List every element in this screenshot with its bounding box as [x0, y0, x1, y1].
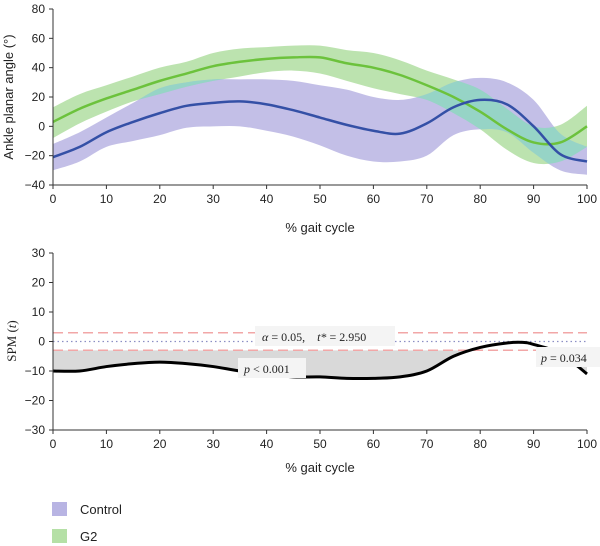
angle-x-tick-label: 0	[50, 192, 57, 206]
spm-x-tick-label: 90	[527, 437, 541, 451]
angle-x-tick-label: 90	[527, 192, 541, 206]
alpha-annotation-box	[255, 326, 395, 346]
spm-x-tick-label: 30	[207, 437, 221, 451]
spm-y-tick-label: 10	[32, 305, 46, 319]
spm-axes: 0 10 20 30 40 50 60 70 80 90 100 −30 −20 −10 0 10 20 30	[25, 246, 598, 451]
spm-x-tick-label: 70	[420, 437, 434, 451]
spm-y-tick-label: 0	[38, 335, 45, 349]
legend: Control G2	[52, 502, 122, 544]
spm-x-tick-label: 40	[260, 437, 274, 451]
suprathreshold-cluster	[53, 350, 587, 379]
angle-bands	[53, 45, 587, 175]
spm-y-tick-label: 30	[32, 246, 46, 260]
spm-x-tick-label: 10	[100, 437, 114, 451]
angle-x-tick-label: 30	[207, 192, 221, 206]
legend-swatch-control	[52, 502, 67, 516]
angle-x-tick-label: 50	[313, 192, 327, 206]
angle-y-tick-label: −40	[25, 178, 46, 192]
spm-x-tick-label: 50	[313, 437, 327, 451]
spm-curve	[52, 340, 588, 381]
spm-x-tick-label: 80	[474, 437, 488, 451]
angle-x-tick-label: 80	[474, 192, 488, 206]
angle-x-tick-label: 10	[100, 192, 114, 206]
angle-y-tick-label: 80	[32, 2, 46, 16]
spm-x-tick-label: 20	[153, 437, 167, 451]
control-mean-line	[52, 98, 588, 163]
angle-x-tick-label: 20	[153, 192, 167, 206]
angle-x-tick-label: 100	[577, 192, 597, 206]
angle-mean-lines	[52, 55, 588, 163]
spm-x-axis-title: % gait cycle	[285, 460, 354, 475]
spm-y-tick-label: −30	[25, 423, 46, 437]
angle-x-tick-label: 70	[420, 192, 434, 206]
p-value-2-box	[536, 347, 600, 367]
angle-y-tick-label: 0	[38, 119, 45, 133]
spm-suprathreshold-fill	[53, 350, 587, 379]
angle-y-axis-title: Ankle planar angle (°)	[1, 34, 16, 159]
spm-y-axis-title: SPM (t)	[4, 320, 19, 362]
angle-x-tick-label: 60	[367, 192, 381, 206]
p-value-1: p < 0.001	[243, 362, 290, 376]
spm-x-tick-label: 0	[50, 437, 57, 451]
angle-x-axis-title: % gait cycle	[285, 220, 354, 235]
spm-y-tick-label: −10	[25, 364, 46, 378]
angle-y-tick-label: 40	[32, 61, 46, 75]
p-value-2: p = 0.034	[540, 351, 587, 365]
alpha-annotation: α = 0.05, t* = 2.950	[262, 330, 366, 344]
spm-x-tick-label: 100	[577, 437, 597, 451]
p-value-1-box	[238, 358, 306, 378]
spm-x-tick-label: 60	[367, 437, 381, 451]
angle-y-tick-label: 60	[32, 31, 46, 45]
legend-label-control: Control	[80, 502, 122, 517]
spm-t-curve	[52, 340, 588, 381]
angle-axes: 0 10 20 30 40 50 60 70 80 90 100 −40 −20 0 20 40 60 80	[25, 2, 598, 206]
angle-chart: 0 10 20 30 40 50 60 70 80 90 100 −40 −20 0 20 40 60 80 % …	[1, 2, 597, 235]
g2-mean-line	[52, 55, 588, 146]
spm-y-tick-label: 20	[32, 276, 46, 290]
legend-label-g2: G2	[80, 529, 97, 544]
spm-chart: 0 10 20 30 40 50 60 70 80 90 100 −30 −20 −10 0 10 20 30 α…	[4, 246, 600, 475]
angle-y-tick-label: −20	[25, 149, 46, 163]
angle-x-tick-label: 40	[260, 192, 274, 206]
g2-band	[53, 45, 587, 165]
angle-y-tick-label: 20	[32, 90, 46, 104]
spm-y-tick-label: −20	[25, 394, 46, 408]
legend-swatch-g2	[52, 529, 67, 543]
